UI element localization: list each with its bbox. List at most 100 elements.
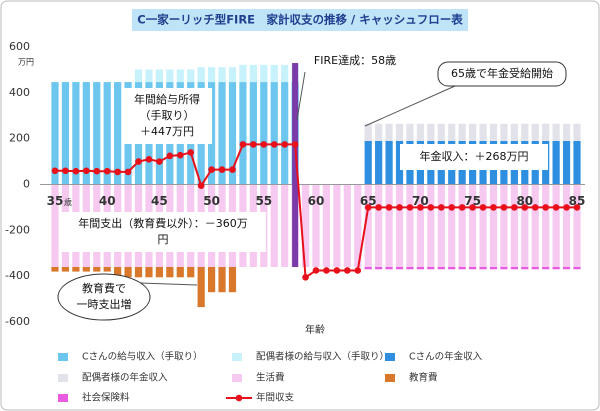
annotation-text: 年間給与所得 <box>134 92 200 106</box>
bar <box>218 82 226 185</box>
bar <box>333 184 341 267</box>
line-marker <box>552 204 560 211</box>
bar <box>406 267 414 270</box>
bar <box>416 267 424 270</box>
line-marker <box>364 204 372 211</box>
bar <box>218 267 226 293</box>
bar <box>542 184 550 267</box>
bar <box>395 184 404 267</box>
legend-label: 年間収支 <box>256 392 295 404</box>
bar <box>134 267 143 278</box>
bar <box>427 123 435 141</box>
line-marker <box>51 167 59 175</box>
bar <box>145 267 153 278</box>
line-marker <box>208 166 215 173</box>
line-marker <box>62 167 69 175</box>
bar <box>218 67 226 83</box>
bar <box>531 123 539 141</box>
legend-label: 生活費 <box>256 372 285 384</box>
bar <box>542 267 550 270</box>
x-tick-label: 80 <box>516 194 533 208</box>
bar <box>448 267 456 270</box>
line-marker <box>469 204 476 211</box>
y-unit: 万円 <box>18 58 34 67</box>
bar <box>573 140 581 185</box>
line-marker <box>145 155 153 163</box>
legend-swatch <box>385 353 395 361</box>
x-tick-label: 50 <box>203 194 220 208</box>
legend-label: Cさんの年金収入 <box>409 351 483 363</box>
legend-swatch <box>232 353 242 361</box>
line-marker <box>156 158 163 165</box>
bar <box>375 123 383 141</box>
bar <box>176 69 184 83</box>
bar <box>437 267 445 270</box>
bar <box>469 123 477 141</box>
annotation-box <box>60 212 266 252</box>
x-tick-label: 75 <box>464 194 481 208</box>
annotation-text: 年金収入：＋268万円 <box>420 149 529 163</box>
bar <box>155 69 163 83</box>
annotation-box <box>400 144 548 170</box>
bar <box>103 267 111 272</box>
annotation-box <box>437 61 567 87</box>
line-marker <box>124 168 132 176</box>
bar <box>364 123 372 141</box>
annotation-text: FIRE達成：58歳 <box>314 54 396 67</box>
annotation-text: 一時支出増 <box>77 297 132 311</box>
line-marker <box>239 141 247 148</box>
line-marker <box>72 167 80 175</box>
bar <box>93 267 101 272</box>
bar <box>82 267 90 272</box>
bar <box>260 82 268 185</box>
legend-swatch <box>235 394 243 402</box>
x-tick-label: 65 <box>360 194 377 208</box>
line-marker <box>93 167 101 175</box>
x-unit: 歳 <box>64 197 72 207</box>
bar <box>197 267 205 308</box>
bar <box>552 267 560 270</box>
y-tick-label: 600 <box>9 40 30 53</box>
bar <box>176 267 184 278</box>
line-marker <box>448 204 456 211</box>
bar <box>114 82 122 185</box>
line-marker <box>573 204 581 211</box>
bar <box>562 267 571 270</box>
bar <box>166 267 174 278</box>
line-marker <box>511 204 518 211</box>
bar <box>208 67 216 83</box>
bar <box>552 184 560 267</box>
line-marker <box>135 158 142 165</box>
line-marker <box>270 141 278 148</box>
bar <box>385 184 393 267</box>
bar <box>364 184 372 267</box>
chart-title: C一家ーリッチ型FIRE 家計収支の推移 / キャッシュフロー表 <box>137 13 463 27</box>
legend-label: 配偶者様の年金収入 <box>82 372 168 384</box>
bar <box>479 184 487 267</box>
bar <box>270 82 278 185</box>
x-tick-label: 60 <box>308 194 325 208</box>
legend-swatch <box>58 353 68 361</box>
bar <box>72 82 80 185</box>
line-marker <box>354 267 362 274</box>
bar <box>385 267 393 270</box>
bar <box>395 123 404 141</box>
line-marker <box>563 204 570 211</box>
bar <box>573 267 581 270</box>
x-tick-label: 35 <box>47 194 64 208</box>
bar <box>270 184 278 267</box>
bar <box>531 184 539 267</box>
bar <box>281 64 289 83</box>
line-marker <box>437 204 445 211</box>
bar <box>479 123 487 141</box>
bar <box>395 267 404 270</box>
bar <box>343 184 351 267</box>
callout <box>139 282 198 286</box>
title-box <box>132 9 468 31</box>
bar <box>61 82 70 185</box>
bar <box>270 64 278 83</box>
bar <box>51 267 59 272</box>
annotation-text: （手取り） <box>140 108 195 122</box>
line-marker <box>114 168 121 176</box>
annotation-text: 年間支出（教育費以外）：－360万 <box>78 216 248 230</box>
